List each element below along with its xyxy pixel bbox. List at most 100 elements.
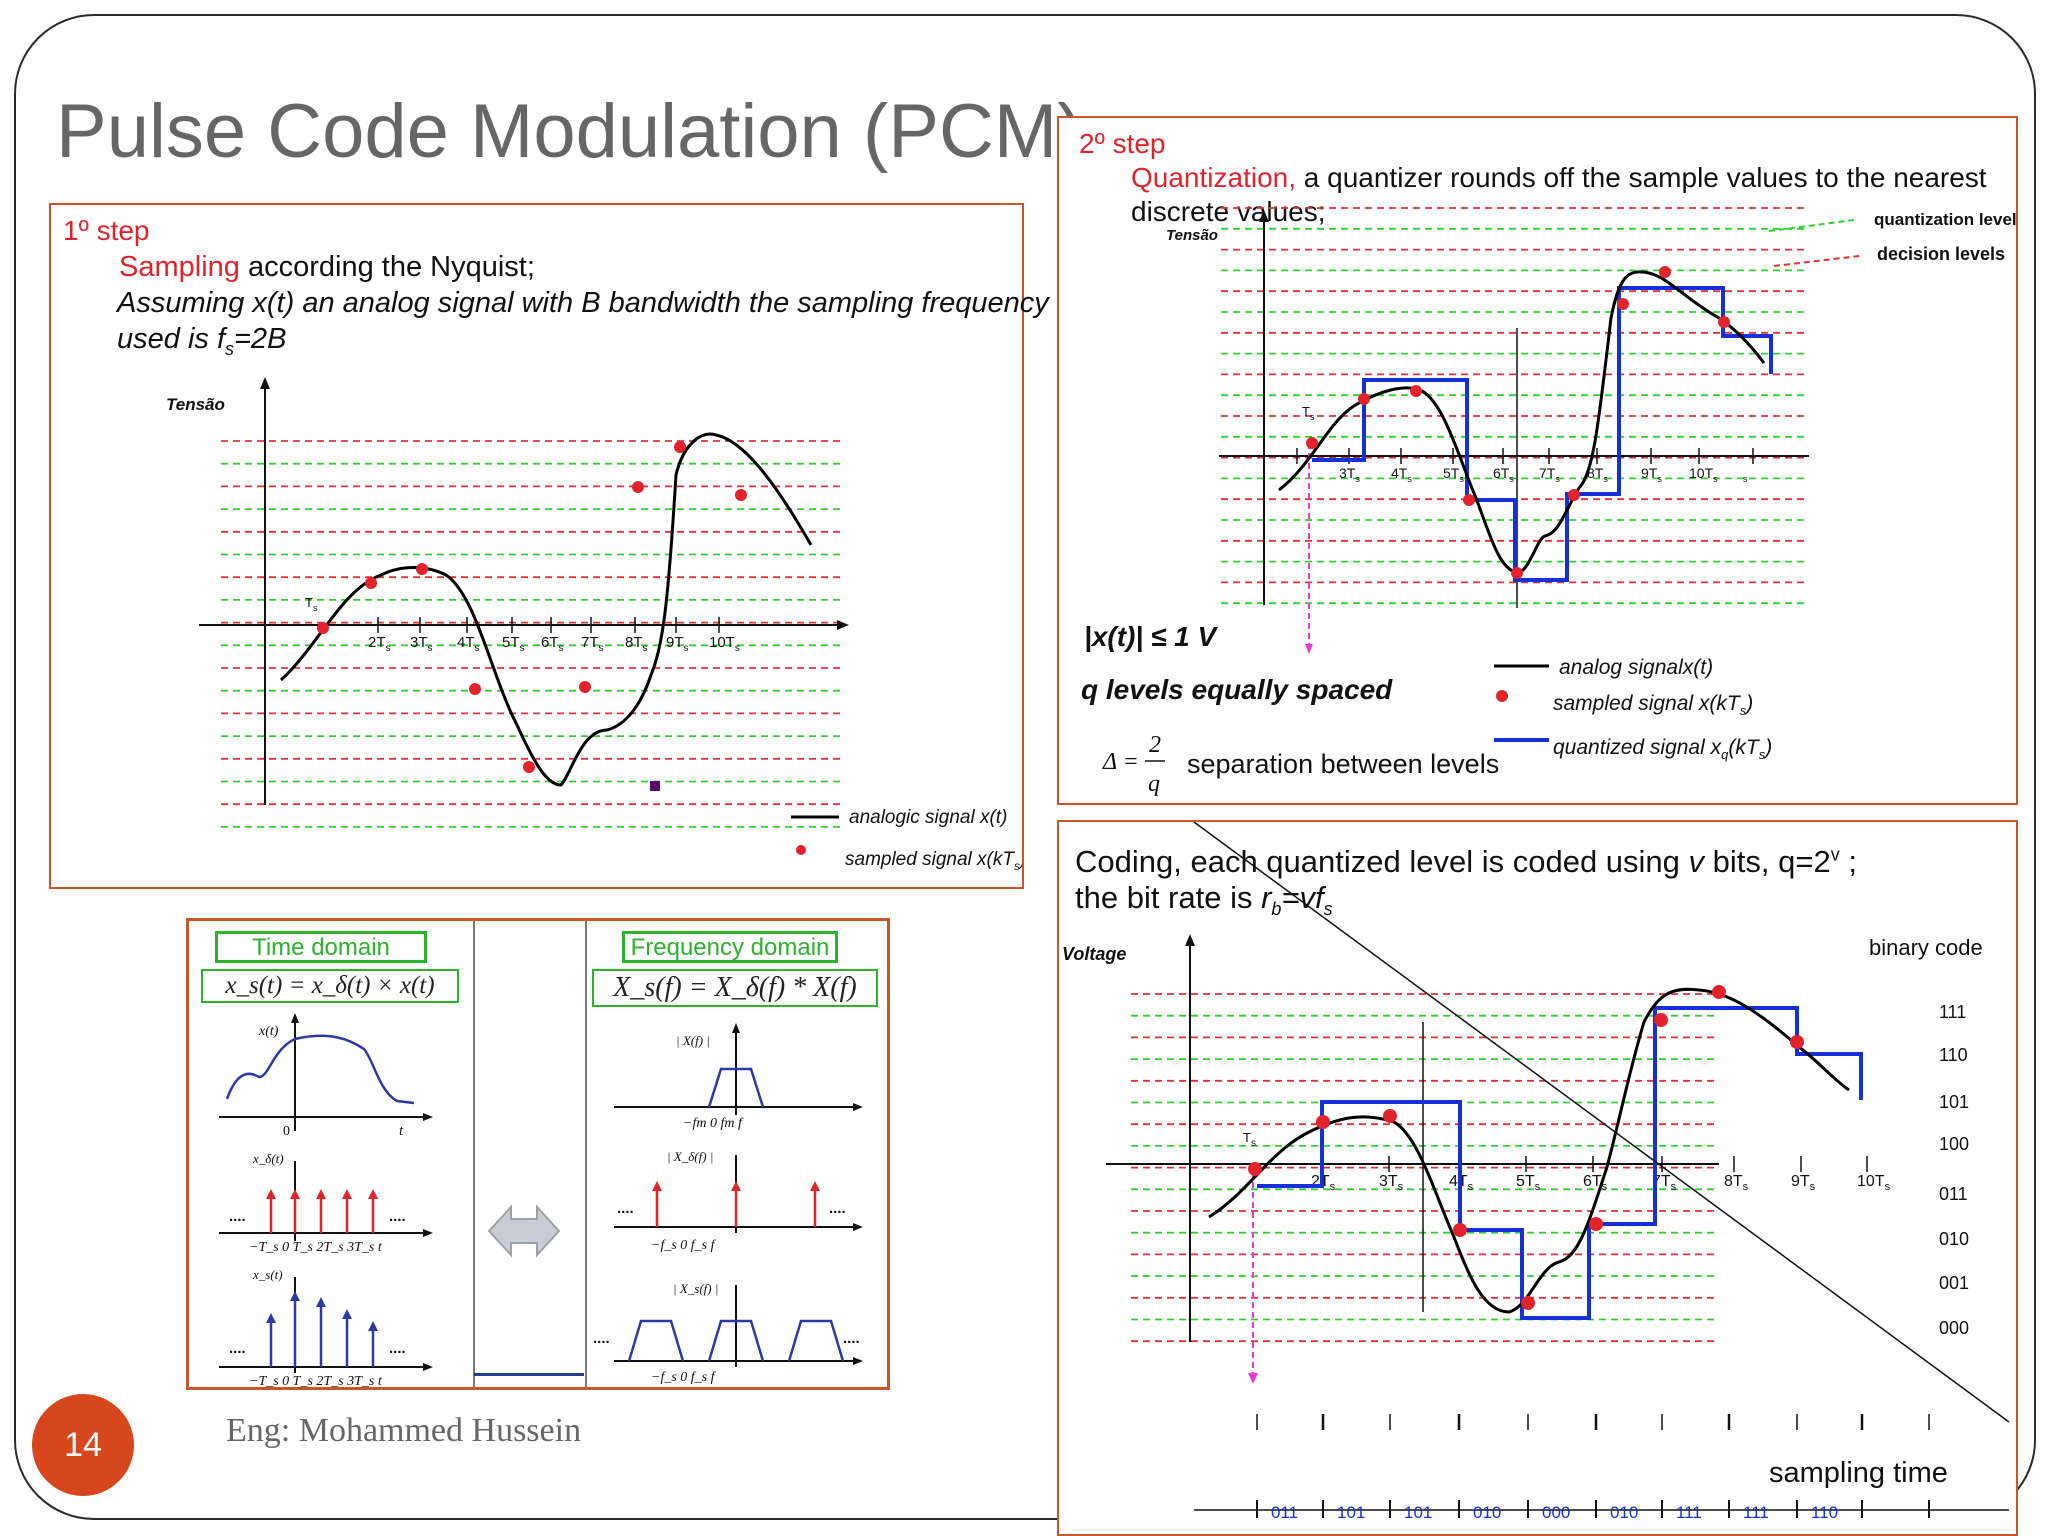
t2-axis-ticks: −T_s 0 T_s 2T_s 3T_s t <box>249 1240 383 1255</box>
step2-legend-analog: analog signalx(t) <box>1559 656 1713 679</box>
coding-bit-codes: 011 101 101 010 000 010 111 111 110 <box>1256 1500 1930 1522</box>
f3-spectrum <box>627 1319 845 1362</box>
coding-sample <box>1521 1296 1535 1310</box>
step1-line1-text: according the Nyquist; <box>239 251 535 283</box>
step1-sample <box>317 622 329 634</box>
step1-keyword: Sampling <box>119 251 240 283</box>
f2-axis-ticks: −f_s 0 f_s f <box>651 1238 717 1253</box>
f2-dots-right: .... <box>829 1200 846 1217</box>
coding-drop-arrow <box>1248 1373 1258 1384</box>
coding-line2-rb-sub: b <box>1271 899 1282 920</box>
slide-title: Pulse Code Modulation (PCM) <box>56 89 1083 174</box>
time-domain-equation: x_s(t) = x_δ(t) × x(t) <box>201 969 459 1003</box>
tick-label: 3Ts <box>410 634 433 654</box>
impulse-head <box>342 1189 352 1199</box>
tick-label: 8Ts <box>1587 465 1608 484</box>
coding-binary-codes: 111 110 101 100 011 010 001 000 <box>1939 1002 1969 1338</box>
binary-code-label: 111 <box>1939 1002 1966 1022</box>
step1-y-arrow <box>260 377 270 389</box>
step1-heading: 1º step <box>63 215 150 246</box>
coding-sample <box>1316 1115 1330 1129</box>
f3-dots-left: .... <box>593 1330 610 1347</box>
t2-label: x_δ(t) <box>252 1151 284 1166</box>
freq-domain-title: Frequency domain <box>622 931 838 963</box>
coding-sample <box>1712 985 1726 999</box>
step2-delta-num: 2 <box>1149 732 1161 758</box>
coding-line1-sup: v <box>1830 844 1840 865</box>
tick-label: 4Ts <box>457 634 480 654</box>
step1-sample <box>735 489 747 501</box>
step1-levels <box>221 440 841 828</box>
bit-code-label: 010 <box>1473 1503 1501 1522</box>
tick-label: 7Ts <box>581 634 604 654</box>
step2-sample <box>1410 385 1422 397</box>
step1-line3-sub: s <box>225 338 234 359</box>
binary-code-label: 000 <box>1939 1318 1969 1338</box>
step2-ticks: 3Ts 4Ts 5Ts 6Ts 7Ts 8Ts 9Ts 10Ts s <box>1296 448 1754 484</box>
step2-quantized-signal <box>1312 286 1773 582</box>
tick-label: 5Ts <box>1443 465 1464 484</box>
t3-dots-right: .... <box>389 1340 406 1357</box>
tick-label: 8Ts <box>1724 1173 1749 1193</box>
f3-replica <box>627 1319 685 1362</box>
t3-label: x_s(t) <box>252 1267 283 1282</box>
tick-label: 3Ts <box>1379 1173 1404 1193</box>
bit-code-label: 111 <box>1676 1503 1702 1522</box>
bit-code-label: 101 <box>1404 1503 1432 1522</box>
coding-line2-rb: r <box>1261 880 1272 915</box>
coding-line1-pre: Coding, each quantized level is coded us… <box>1075 844 1689 879</box>
f1-axis-arrow <box>853 1103 863 1111</box>
f3-axis-ticks: −f_s 0 f_s f <box>651 1370 717 1385</box>
step1-line3: used is fs=2B <box>117 323 286 360</box>
step1-panel: 1º step Sampling according the Nyquist; … <box>49 203 1049 889</box>
step2-sample <box>1358 393 1370 405</box>
f2-impulses <box>652 1181 820 1227</box>
step2-line2: discrete values; <box>1131 196 1326 227</box>
step2-line1: Quantization, a quantizer rounds off the… <box>1131 162 1987 194</box>
step2-sample <box>1718 316 1730 328</box>
coding-binary-title: binary code <box>1869 935 1983 960</box>
step2-analog-signal <box>1278 270 1766 575</box>
step2-drop-arrow <box>1305 644 1313 654</box>
t1-vaxis-arrow <box>291 1013 299 1023</box>
step1-sample <box>416 563 428 575</box>
slide-frame <box>14 14 2036 1520</box>
coding-line1: Coding, each quantized level is coded us… <box>1075 844 1857 880</box>
step2-delta-den: q <box>1148 771 1160 797</box>
step2-samples <box>1306 266 1730 579</box>
step1-legend-sampled: sampled signal x(kTs) <box>845 849 1022 873</box>
step1-sample <box>523 761 535 773</box>
step1-sample <box>365 577 377 589</box>
tick-label: 8Ts <box>625 634 648 654</box>
step1-analog-signal <box>279 432 813 787</box>
step2-separation: separation between levels <box>1187 749 1499 779</box>
domains-underline <box>474 1373 584 1376</box>
step2-keyword: Quantization, <box>1131 162 1296 193</box>
impulse-head <box>342 1309 352 1319</box>
coding-chart: Voltage binary code 111 110 101 100 011 010 00… <box>1062 822 2010 1522</box>
impulse-head <box>652 1181 662 1191</box>
tick-label: 5Ts <box>502 634 525 654</box>
tick-label: 2Ts <box>368 634 391 654</box>
t2-dots-left: .... <box>229 1208 246 1225</box>
step2-sample <box>1463 494 1475 506</box>
coding-line2-pre: the bit rate is <box>1075 880 1262 915</box>
t3-axis-arrow <box>423 1363 433 1371</box>
impulse-head <box>368 1321 378 1331</box>
f3-axis-arrow <box>853 1357 863 1365</box>
time-domain-title: Time domain <box>215 931 427 963</box>
f1-label: | X(f) | <box>676 1033 710 1048</box>
coding-sample <box>1248 1162 1262 1176</box>
bit-code-label: 110 <box>1811 1503 1838 1522</box>
coding-line2-eq: =vf <box>1281 880 1324 915</box>
coding-line1-end: ; <box>1839 844 1857 879</box>
step2-chart: Tensão quantization levels decision leve… <box>1081 207 2016 797</box>
f1-axis-ticks: −fm 0 fm f <box>683 1116 744 1131</box>
step2-condition: |x(t)| ≤ 1 V <box>1084 621 1218 652</box>
tick-label: 9Ts <box>1641 465 1662 484</box>
tick-label: 6Ts <box>1493 465 1514 484</box>
coding-ts-label: Ts <box>1243 1130 1256 1149</box>
binary-code-label: 001 <box>1939 1273 1969 1293</box>
f3-dots-right: .... <box>843 1330 860 1347</box>
step2-panel: 2º step Quantization, a quantizer rounds… <box>1057 116 2018 805</box>
